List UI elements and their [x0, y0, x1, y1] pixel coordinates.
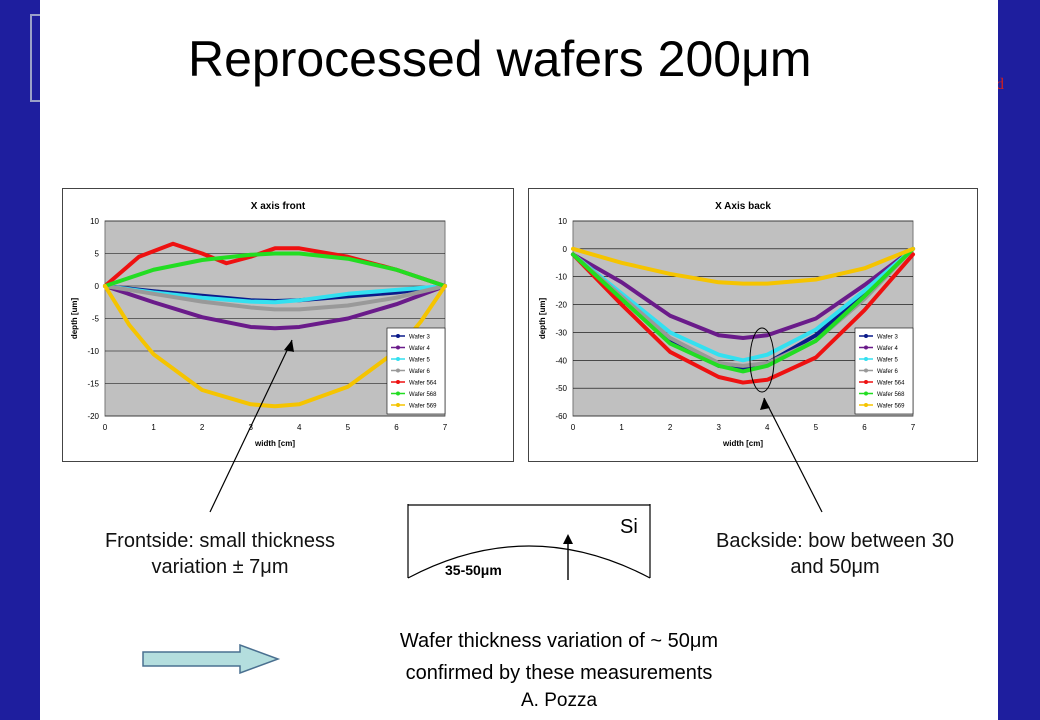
back-legend-label: Wafer 568 — [877, 392, 905, 398]
back-ytick-label: -10 — [555, 273, 567, 282]
front-svg: X axis front 10 5 0 -5 -10 -15 -20 0 1 2 3 4 5 6 7 width… — [70, 201, 448, 448]
front-legend-label: Wafer 3 — [409, 335, 430, 341]
back-legend-label: Wafer 3 — [877, 335, 898, 341]
back-legend-label: Wafer 569 — [877, 404, 905, 410]
back-legend-marker — [864, 380, 868, 384]
frontside-note: Frontside: small thickness variation ± 7… — [104, 530, 336, 578]
back-ylabel: depth [um] — [538, 298, 547, 340]
front-legend-label: Wafer 4 — [409, 346, 430, 352]
front-ytick-label: -15 — [87, 380, 99, 389]
back-xlabel: width [cm] — [722, 439, 763, 448]
front-xtick-label: 6 — [394, 423, 399, 432]
back-ytick-label: 10 — [558, 217, 567, 226]
back-legend-label: Wafer 5 — [877, 358, 898, 364]
front-ytick-label: 5 — [95, 250, 100, 259]
back-legend-label: Wafer 4 — [877, 346, 898, 352]
back-legend-marker — [864, 345, 868, 350]
back-xtick-label: 3 — [716, 423, 721, 432]
back-legend-marker — [864, 403, 868, 407]
back-legend-label: Wafer 564 — [877, 381, 905, 387]
wafer-sketch — [407, 504, 651, 580]
front-xtick-label: 7 — [443, 423, 448, 432]
back-legend-marker — [864, 391, 868, 396]
back-ytick-label: -30 — [555, 328, 567, 337]
front-ylabel: depth [um] — [70, 298, 79, 340]
front-legend-marker — [396, 380, 400, 384]
conclusion-line-1: Wafer thickness variation of ~ 50μm — [399, 630, 719, 652]
front-series-line — [103, 284, 447, 331]
back-xtick-label: 0 — [571, 423, 576, 432]
wafer-bow-curve — [407, 545, 651, 579]
back-legend-marker — [864, 334, 868, 338]
back-series-line — [571, 252, 915, 385]
front-ytick-label: -20 — [87, 412, 99, 421]
annotation-leaders — [209, 327, 823, 513]
back-xtick-label: 4 — [765, 423, 770, 432]
decorative-glyph: d — [996, 76, 1004, 93]
back-leader-arrowhead — [760, 398, 770, 410]
back-xtick-label: 1 — [619, 423, 624, 432]
back-title: X Axis back — [715, 201, 771, 212]
back-svg: X Axis back 10 0 -10 -20 -30 -40 -50 -60 0 1 2 3 4 5 6 7… — [538, 201, 916, 448]
front-ytick-label: -5 — [92, 315, 100, 324]
front-legend-marker — [396, 334, 400, 338]
back-series-line — [571, 246, 915, 340]
front-xtick-label: 5 — [346, 423, 351, 432]
silicon-label: Si — [620, 516, 638, 538]
back-xtick-label: 5 — [814, 423, 819, 432]
conclusion-line-2: confirmed by these measurements — [405, 662, 713, 684]
front-xtick-label: 0 — [103, 423, 108, 432]
front-title: X axis front — [251, 201, 306, 212]
front-leader-arrowhead — [284, 340, 294, 352]
front-xlabel: width [cm] — [254, 439, 295, 448]
back-series-line — [571, 246, 915, 363]
front-series-line — [103, 284, 447, 305]
front-legend-marker — [396, 368, 400, 373]
front-leader-line — [209, 339, 293, 513]
front-xtick-label: 2 — [200, 423, 205, 432]
slide-title: Reprocessed wafers 200μm — [188, 31, 812, 87]
back-leader-line — [763, 397, 823, 513]
front-legend-label: Wafer 6 — [409, 369, 430, 375]
back-legend-marker — [864, 357, 868, 361]
front-series-line — [103, 284, 447, 312]
back-ytick-label: 0 — [563, 245, 568, 254]
back-xtick-label: 2 — [668, 423, 673, 432]
bow-thickness-label: 35-50μm — [445, 562, 502, 578]
back-xtick-label: 7 — [911, 423, 916, 432]
front-xtick-label: 1 — [151, 423, 156, 432]
back-ytick-label: -20 — [555, 301, 567, 310]
front-series-line — [103, 251, 447, 288]
chart-back: X Axis back 10 0 -10 -20 -30 -40 -50 -60 0 1 2 3 4 5 6 7… — [528, 188, 978, 462]
author: A. Pozza — [520, 690, 598, 711]
back-series-line — [571, 246, 915, 286]
slide: Reprocessed wafers 200μm X axis front 10 5… — [40, 0, 998, 720]
front-legend-marker — [396, 357, 400, 361]
thickness-arrowhead — [563, 534, 573, 544]
back-xtick-label: 6 — [862, 423, 867, 432]
backside-note: Backside: bow between 30 and 50μm — [716, 530, 954, 578]
front-legend-label: Wafer 564 — [409, 381, 437, 387]
back-ytick-label: -60 — [555, 412, 567, 421]
back-highlight-ellipse — [749, 327, 775, 393]
front-legend-label: Wafer 569 — [409, 404, 437, 410]
front-legend-label: Wafer 568 — [409, 392, 437, 398]
front-legend-marker — [396, 345, 400, 350]
back-ytick-label: -50 — [555, 384, 567, 393]
back-ytick-label: -40 — [555, 356, 567, 365]
front-ytick-label: 10 — [90, 217, 99, 226]
front-xtick-label: 3 — [248, 423, 253, 432]
front-ytick-label: -10 — [87, 347, 99, 356]
front-legend-marker — [396, 403, 400, 407]
chart-front: X axis front 10 5 0 -5 -10 -15 -20 0 1 2 3 4 5 6 7 width… — [62, 188, 514, 462]
front-legend-marker — [396, 391, 400, 396]
front-ytick-label: 0 — [95, 282, 100, 291]
back-legend-marker — [864, 368, 868, 373]
front-xtick-label: 4 — [297, 423, 302, 432]
front-legend-label: Wafer 5 — [409, 358, 430, 364]
right-arrow-icon — [142, 644, 281, 674]
back-legend-label: Wafer 6 — [877, 369, 898, 375]
back-series-line — [571, 246, 915, 374]
